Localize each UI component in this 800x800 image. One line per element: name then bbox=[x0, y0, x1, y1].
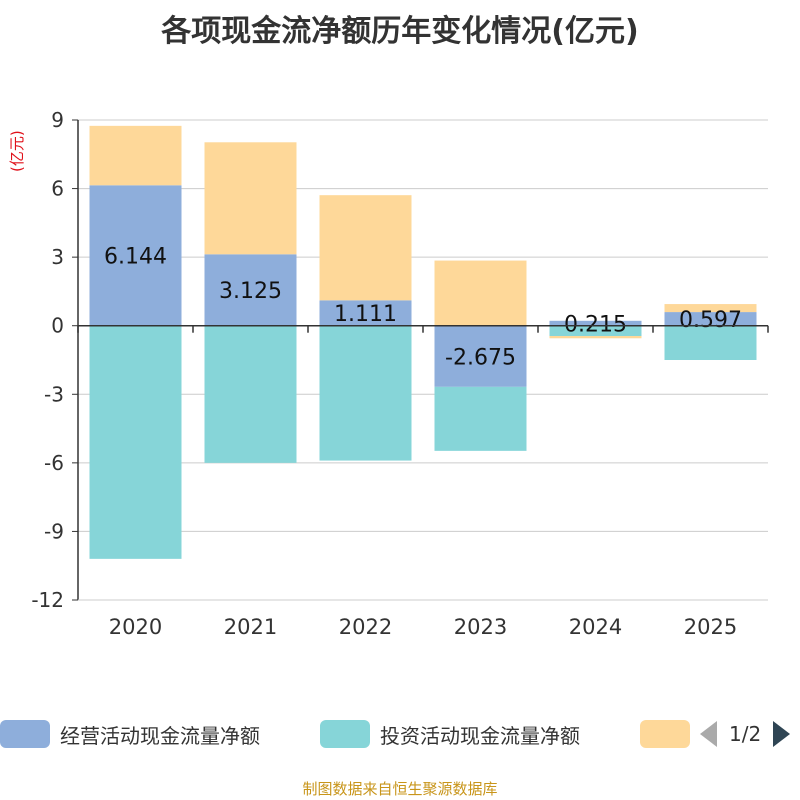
data-label-2024: 0.215 bbox=[564, 312, 627, 337]
bar-series2-2023 bbox=[434, 260, 527, 326]
legend: 经营活动现金流量净额 投资活动现金流量净额 bbox=[0, 714, 800, 754]
y-tick-label: -9 bbox=[44, 519, 64, 543]
data-label-2023: -2.675 bbox=[445, 345, 516, 370]
y-tick-label: 6 bbox=[51, 177, 64, 201]
y-tick-label: 9 bbox=[51, 108, 64, 132]
x-tick-label: 2020 bbox=[109, 615, 162, 639]
bar-series1-2025 bbox=[664, 325, 757, 360]
legend-next-icon[interactable] bbox=[773, 721, 791, 747]
x-tick-label: 2022 bbox=[339, 615, 392, 639]
chart-title: 各项现金流净额历年变化情况(亿元) bbox=[161, 14, 639, 49]
bar-series0-2024 bbox=[549, 320, 642, 326]
bar-series0-2023 bbox=[434, 325, 527, 387]
bar-series0-2025 bbox=[664, 312, 757, 326]
x-tick-label: 2025 bbox=[684, 615, 737, 639]
legend-label-investing: 投资活动现金流量净额 bbox=[380, 723, 580, 748]
legend-item-operating[interactable]: 经营活动现金流量净额 bbox=[0, 714, 260, 754]
x-tick-label: 2021 bbox=[224, 615, 277, 639]
bar-series1-2020 bbox=[89, 325, 182, 559]
y-tick-label: 3 bbox=[51, 245, 64, 269]
bar-series1-2024 bbox=[549, 325, 642, 336]
bar-series0-2022 bbox=[319, 300, 412, 326]
legend-swatch-investing bbox=[320, 720, 370, 748]
data-label-2025: 0.597 bbox=[679, 308, 742, 333]
bar-series2-2025 bbox=[664, 304, 757, 313]
bar-series0-2020 bbox=[89, 185, 182, 326]
legend-item-financing[interactable] bbox=[640, 714, 700, 754]
bar-series1-2022 bbox=[319, 325, 412, 461]
bar-series2-2021 bbox=[204, 142, 297, 255]
bar-series2-2020 bbox=[89, 125, 182, 186]
y-tick-label: 0 bbox=[51, 314, 64, 338]
data-label-2020: 6.144 bbox=[104, 244, 167, 269]
legend-swatch-operating bbox=[0, 720, 50, 748]
bar-series2-2024 bbox=[549, 336, 642, 339]
bar-series2-2022 bbox=[319, 195, 412, 301]
legend-page-indicator: 1/2 bbox=[729, 722, 762, 746]
chart-plot: 9 6 3 0 -3 -6 -9 -12 2020 2021 2022 2023 2024 2025 6.1… bbox=[31, 108, 769, 639]
legend-prev-icon[interactable] bbox=[700, 721, 717, 747]
legend-swatch-financing bbox=[640, 720, 690, 748]
bar-series0-2021 bbox=[204, 254, 297, 326]
data-label-2022: 1.111 bbox=[334, 302, 397, 327]
x-tick-label: 2023 bbox=[454, 615, 507, 639]
bar-series1-2021 bbox=[204, 325, 297, 463]
legend-label-operating: 经营活动现金流量净额 bbox=[60, 723, 260, 748]
data-source-note: 制图数据来自恒生聚源数据库 bbox=[302, 780, 498, 798]
bar-series1-2023 bbox=[434, 386, 527, 451]
legend-pager: 1/2 bbox=[700, 714, 791, 754]
y-tick-label: -12 bbox=[31, 588, 64, 612]
x-tick-label: 2024 bbox=[569, 615, 622, 639]
y-tick-label: -3 bbox=[44, 382, 64, 406]
data-label-2021: 3.125 bbox=[219, 279, 282, 304]
legend-item-investing[interactable]: 投资活动现金流量净额 bbox=[320, 714, 580, 754]
y-tick-label: -6 bbox=[44, 451, 64, 475]
